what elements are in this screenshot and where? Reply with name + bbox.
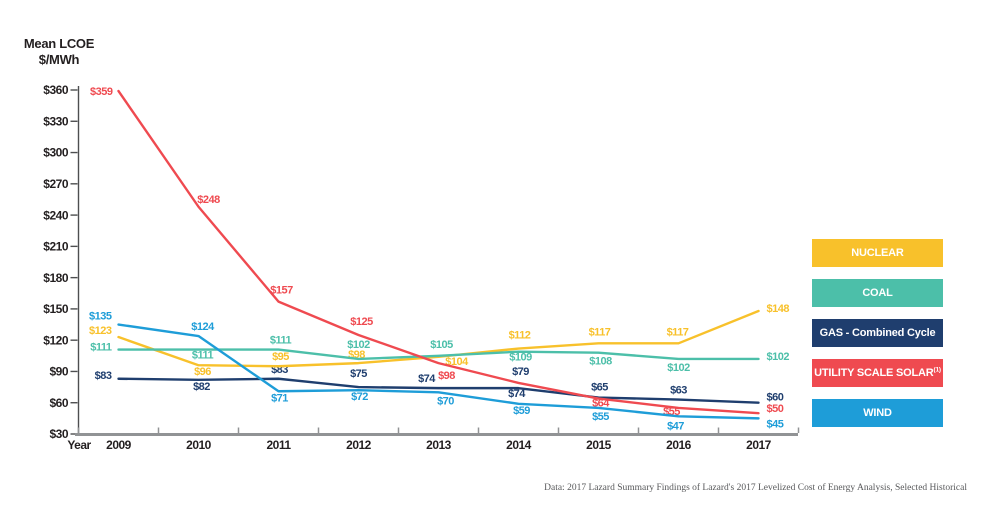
point-label-utility-scale-solar: $157 bbox=[270, 285, 293, 297]
point-label-nuclear: $117 bbox=[667, 326, 689, 338]
point-label-utility-scale-solar: $359 bbox=[90, 86, 113, 98]
legend-item-gas-combined-cycle: GAS - Combined Cycle bbox=[812, 319, 943, 347]
y-tick-label: $180 bbox=[43, 271, 69, 285]
point-label-utility-scale-solar: $248 bbox=[197, 194, 220, 206]
y-tick-label: $210 bbox=[43, 240, 69, 254]
x-axis-label: Year bbox=[67, 438, 91, 452]
point-label-utility-scale-solar: $98 bbox=[438, 370, 455, 382]
point-label-gas-combined-cycle: $74 bbox=[418, 373, 436, 385]
point-label-utility-scale-solar: $50 bbox=[767, 403, 784, 415]
point-label-nuclear: $104 bbox=[445, 356, 469, 368]
source-note: Data: 2017 Lazard Summary Findings of La… bbox=[544, 483, 967, 493]
y-tick-label: $150 bbox=[43, 302, 69, 316]
y-tick-label: $90 bbox=[49, 365, 68, 379]
x-tick-label: 2010 bbox=[186, 438, 212, 452]
legend-item-utility-scale-solar: UTILITY SCALE SOLAR(1) bbox=[812, 359, 943, 387]
legend-item-coal: COAL bbox=[812, 279, 943, 307]
point-label-gas-combined-cycle: $63 bbox=[670, 385, 687, 397]
point-label-utility-scale-solar: $79 bbox=[512, 366, 529, 378]
point-label-coal: $111 bbox=[270, 335, 292, 347]
legend-label: WIND bbox=[863, 407, 892, 419]
point-label-nuclear: $148 bbox=[767, 303, 790, 315]
series-line-coal bbox=[117, 348, 760, 361]
point-label-gas-combined-cycle: $83 bbox=[95, 370, 112, 382]
point-label-coal: $105 bbox=[430, 339, 453, 351]
point-label-coal: $108 bbox=[589, 356, 612, 368]
point-label-wind: $124 bbox=[191, 321, 215, 333]
y-tick-label: $240 bbox=[43, 208, 69, 222]
x-tick-label: 2012 bbox=[346, 438, 372, 452]
point-label-wind: $135 bbox=[89, 311, 112, 323]
y-axis-title: Mean LCOE $/MWh bbox=[16, 36, 102, 68]
point-label-coal: $111 bbox=[90, 342, 112, 354]
point-label-nuclear: $123 bbox=[89, 325, 112, 337]
point-label-wind: $45 bbox=[767, 418, 784, 430]
point-label-coal: $102 bbox=[767, 351, 790, 363]
y-tick-label: $300 bbox=[43, 146, 69, 160]
point-label-nuclear: $117 bbox=[589, 326, 611, 338]
point-label-coal: $111 bbox=[192, 350, 214, 362]
point-label-gas-combined-cycle: $60 bbox=[767, 392, 784, 404]
legend-footnote-marker: (1) bbox=[933, 366, 942, 374]
point-label-gas-combined-cycle: $75 bbox=[350, 368, 367, 380]
point-label-gas-combined-cycle: $74 bbox=[508, 388, 526, 400]
point-label-nuclear: $112 bbox=[509, 330, 531, 342]
point-label-gas-combined-cycle: $65 bbox=[591, 382, 608, 394]
point-label-wind: $71 bbox=[271, 392, 288, 404]
y-tick-label: $270 bbox=[43, 177, 69, 191]
legend-item-wind: WIND bbox=[812, 399, 943, 427]
point-label-utility-scale-solar: $125 bbox=[350, 316, 373, 328]
point-label-wind: $70 bbox=[437, 395, 454, 407]
point-label-wind: $55 bbox=[592, 411, 609, 423]
x-tick-label: 2016 bbox=[666, 438, 692, 452]
y-tick-label: $330 bbox=[43, 114, 69, 128]
point-label-wind: $47 bbox=[667, 420, 684, 432]
x-tick-label: 2015 bbox=[586, 438, 612, 452]
point-label-wind: $59 bbox=[513, 405, 530, 417]
series-line-wind bbox=[117, 323, 760, 420]
y-axis-title-line1: Mean LCOE bbox=[23, 36, 95, 51]
y-tick-label: $120 bbox=[43, 333, 69, 347]
x-tick-label: 2011 bbox=[266, 438, 291, 452]
series-line-utility-scale-solar bbox=[117, 89, 760, 415]
x-tick-label: 2014 bbox=[506, 438, 532, 452]
point-label-nuclear: $96 bbox=[194, 366, 211, 378]
legend-label: UTILITY SCALE SOLAR(1) bbox=[814, 366, 942, 379]
point-label-coal: $102 bbox=[667, 362, 690, 374]
legend-label: COAL bbox=[862, 287, 893, 299]
y-tick-label: $360 bbox=[43, 83, 69, 97]
legend-label: GAS - Combined Cycle bbox=[819, 327, 936, 339]
x-tick-label: 2017 bbox=[746, 438, 772, 452]
point-label-wind: $72 bbox=[351, 391, 368, 403]
y-tick-label: $30 bbox=[49, 427, 68, 441]
point-label-nuclear: $95 bbox=[272, 351, 289, 363]
legend-label: NUCLEAR bbox=[851, 247, 904, 259]
point-label-coal: $109 bbox=[509, 352, 532, 364]
legend: NUCLEAR COAL GAS - Combined Cycle UTILITY S… bbox=[812, 239, 943, 439]
y-axis-title-line2: $/MWh bbox=[38, 52, 80, 67]
x-tick-label: 2013 bbox=[426, 438, 452, 452]
point-label-gas-combined-cycle: $82 bbox=[193, 381, 210, 393]
x-tick-label: 2009 bbox=[106, 438, 132, 452]
legend-item-nuclear: NUCLEAR bbox=[812, 239, 943, 267]
y-tick-label: $60 bbox=[49, 396, 68, 410]
point-label-coal: $102 bbox=[347, 339, 370, 351]
series-line-gas-combined-cycle bbox=[117, 377, 760, 404]
